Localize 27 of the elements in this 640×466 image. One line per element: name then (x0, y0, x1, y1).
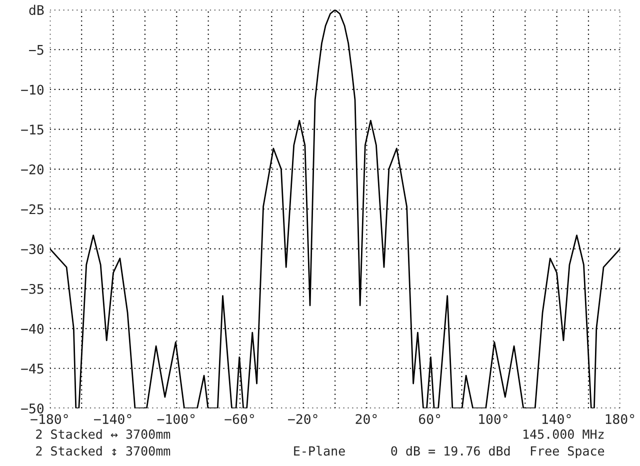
x-tick-label: −180° (30, 414, 68, 424)
x-tick-label: 20° (356, 414, 377, 424)
x-tick-label: 60° (419, 414, 440, 424)
x-tick-label: −100° (157, 414, 195, 424)
text: 2 Stacked ↔ 3700mm (36, 429, 170, 439)
y-tick-label: −25 (21, 204, 44, 214)
x-tick-label: 180° (606, 414, 634, 424)
y-tick-label: −20 (21, 164, 44, 174)
text: Free Space (530, 446, 604, 458)
y-tick-label: −30 (21, 244, 44, 254)
x-tick-label: −60° (224, 414, 254, 424)
y-tick-label: −45 (21, 364, 44, 374)
text: E-Plane (294, 446, 345, 456)
y-tick-label: dB (29, 4, 44, 16)
y-tick-label: −5 (29, 45, 44, 55)
text: 145.000 MHz (524, 429, 604, 439)
text: 0 dB = 19.76 dBd (391, 446, 510, 456)
y-tick-label: −10 (21, 84, 44, 95)
y-tick-label: −35 (21, 284, 44, 294)
y-tick-label: −15 (21, 124, 44, 135)
text: 2 Stacked ↕ 3700mm (36, 446, 170, 456)
x-tick-label: 140° (542, 414, 571, 424)
x-tick-label: −140° (94, 414, 132, 424)
x-tick-label: −20° (288, 414, 318, 424)
y-tick-label: −50 (21, 403, 44, 414)
y-tick-label: −40 (21, 324, 44, 334)
x-tick-label: 100° (479, 414, 508, 424)
